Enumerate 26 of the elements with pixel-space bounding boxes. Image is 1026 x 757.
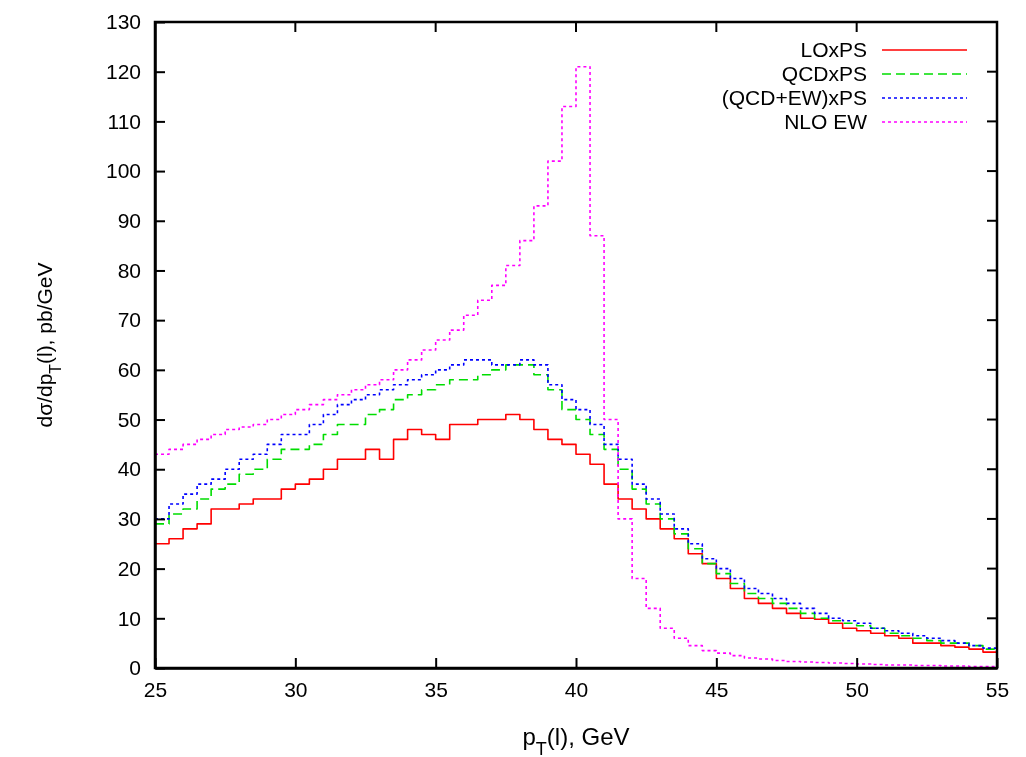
- y-tick-label: 110: [107, 109, 141, 133]
- legend-label: NLO EW: [784, 110, 868, 134]
- x-tick-label: 30: [284, 677, 308, 701]
- y-tick-label: 10: [117, 606, 141, 630]
- x-tick-label: 55: [985, 677, 1010, 701]
- y-tick-label: 130: [105, 10, 141, 34]
- y-tick-label: 60: [117, 358, 141, 382]
- y-tick-label: 90: [117, 208, 141, 232]
- legend-label: QCDxPS: [781, 62, 867, 86]
- y-tick-label: 40: [117, 457, 141, 481]
- x-tick-label: 50: [845, 677, 869, 701]
- y-tick-label: 0: [129, 656, 141, 680]
- legend-label: (QCD+EW)xPS: [721, 86, 867, 110]
- y-tick-label: 120: [105, 59, 141, 83]
- y-tick-label: 30: [117, 507, 141, 531]
- x-tick-label: 25: [143, 677, 168, 701]
- legend-label: LOxPS: [800, 38, 867, 62]
- y-tick-label: 50: [117, 407, 141, 431]
- x-tick-label: 35: [424, 677, 448, 701]
- y-tick-label: 20: [117, 556, 141, 580]
- x-tick-label: 40: [564, 677, 589, 701]
- x-axis-title: p$_{T}$(l), GeV: [522, 723, 630, 757]
- x-tick-label: 45: [705, 677, 729, 701]
- y-tick-label: 80: [117, 258, 141, 282]
- y-tick-label: 70: [117, 308, 141, 332]
- y-tick-label: 100: [105, 159, 141, 183]
